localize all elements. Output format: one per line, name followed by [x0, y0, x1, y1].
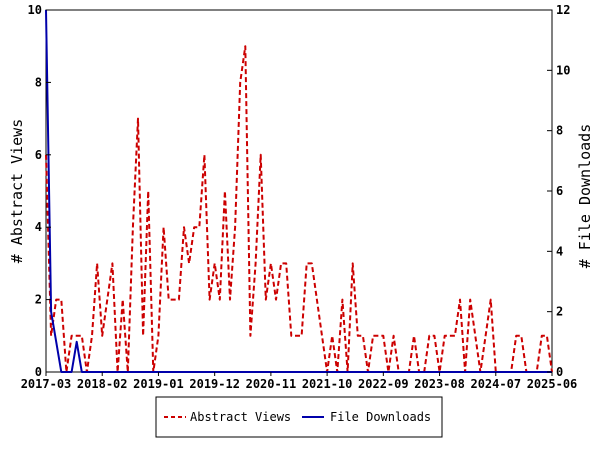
x-tick-label: 2025-06	[527, 377, 578, 391]
y-tick-label: 6	[35, 148, 42, 162]
y-tick-label: 2	[35, 293, 42, 307]
series-line-abstract-views	[45, 45, 553, 373]
y2-tick-label: 12	[556, 3, 570, 17]
y2-tick-label: 6	[556, 184, 563, 198]
y-tick-label: 8	[35, 75, 42, 89]
y-tick-label: 10	[28, 3, 42, 17]
x-tick-label: 2019-01	[133, 377, 184, 391]
legend: Abstract Views File Downloads	[155, 396, 443, 438]
x-tick-label: 2019-12	[189, 377, 240, 391]
x-tick-label: 2020-11	[246, 377, 297, 391]
y2-tick-label: 4	[556, 244, 563, 258]
y2-tick-label: 10	[556, 63, 570, 77]
x-tick-label: 2018-02	[77, 377, 128, 391]
x-tick-label: 2023-08	[414, 377, 465, 391]
y2-axis-title: # File Downloads	[576, 124, 594, 269]
legend-label-abstract-views: Abstract Views	[190, 410, 291, 424]
legend-box	[155, 396, 443, 438]
y2-tick-label: 0	[556, 365, 563, 379]
series-layer	[45, 9, 553, 373]
y2-tick-label: 8	[556, 124, 563, 138]
legend-label-file-downloads: File Downloads	[330, 410, 431, 424]
y-axis-title: # Abstract Views	[8, 119, 26, 264]
x-tick-label: 2021-10	[302, 377, 353, 391]
y2-tick-label: 2	[556, 305, 563, 319]
series-line-file-downloads	[45, 9, 552, 373]
x-tick-label: 2017-03	[21, 377, 72, 391]
x-tick-label: 2022-09	[358, 377, 409, 391]
y-tick-label: 0	[35, 365, 42, 379]
x-tick-label: 2024-07	[470, 377, 521, 391]
y-tick-label: 4	[35, 220, 42, 234]
axis-layer: 0 2 4 6 8 10 0 2 4 6 8 10 12 2017-03 2018-02 2019-01 201…	[21, 3, 578, 391]
